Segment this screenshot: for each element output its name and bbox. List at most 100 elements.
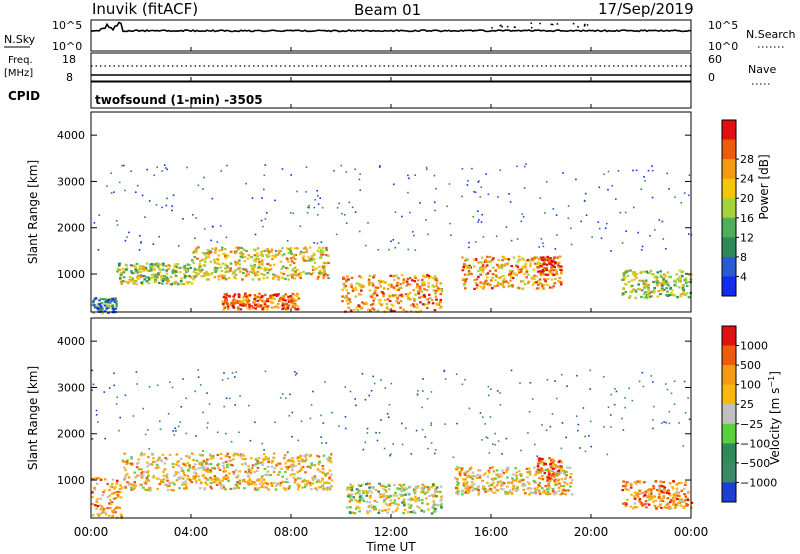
heatmap-cell bbox=[254, 296, 258, 299]
heatmap-cell bbox=[642, 282, 645, 285]
heatmap-cell bbox=[540, 283, 543, 286]
heatmap-cell bbox=[686, 497, 690, 500]
scatter-cell bbox=[136, 383, 138, 385]
heatmap-cell bbox=[558, 482, 561, 485]
heatmap-cell bbox=[399, 306, 402, 309]
heatmap-cell bbox=[681, 500, 685, 504]
heatmap-cell bbox=[434, 507, 437, 510]
heatmap-cell bbox=[257, 487, 261, 490]
heatmap-cell bbox=[375, 500, 379, 504]
heatmap-cell bbox=[248, 305, 251, 308]
heatmap-cell bbox=[297, 456, 300, 459]
heatmap-cell bbox=[140, 468, 143, 471]
heatmap-cell bbox=[196, 257, 199, 260]
heatmap-cell bbox=[535, 281, 538, 284]
heatmap-cell bbox=[276, 306, 280, 309]
heatmap-cell bbox=[222, 305, 226, 308]
scatter-cell bbox=[579, 447, 581, 449]
heatmap-cell bbox=[147, 278, 151, 281]
heatmap-cell bbox=[413, 280, 417, 283]
scatter-cell bbox=[575, 415, 578, 417]
scatter-cell bbox=[194, 390, 196, 393]
heatmap-cell bbox=[321, 250, 325, 253]
heatmap-cell bbox=[193, 463, 197, 466]
heatmap-cell bbox=[149, 489, 152, 492]
heatmap-cell bbox=[293, 294, 296, 297]
heatmap-cell bbox=[561, 492, 564, 495]
power-ylabel: Slant Range [km] bbox=[26, 160, 40, 264]
scatter-cell bbox=[416, 393, 419, 395]
heatmap-cell bbox=[504, 490, 507, 494]
heatmap-cell bbox=[527, 467, 531, 470]
heatmap-cell bbox=[660, 485, 664, 488]
heatmap-cell bbox=[487, 484, 491, 487]
heatmap-cell bbox=[546, 490, 550, 494]
scatter-cell bbox=[560, 373, 563, 376]
heatmap-cell bbox=[155, 463, 159, 466]
scatter-cell bbox=[320, 241, 323, 243]
heatmap-cell bbox=[200, 275, 203, 278]
heatmap-cell bbox=[382, 487, 385, 490]
heatmap-cell bbox=[682, 505, 686, 508]
scatter-cell bbox=[604, 227, 607, 229]
scatter-cell bbox=[123, 164, 125, 167]
heatmap-cell bbox=[555, 269, 558, 272]
scatter-cell bbox=[140, 452, 143, 454]
heatmap-cell bbox=[296, 268, 299, 271]
heatmap-cell bbox=[489, 487, 492, 490]
heatmap-cell bbox=[120, 272, 123, 275]
heatmap-cell bbox=[384, 489, 387, 492]
heatmap-cell bbox=[684, 481, 688, 484]
heatmap-cell bbox=[673, 279, 677, 282]
scatter-cell bbox=[510, 369, 513, 372]
scatter-cell bbox=[665, 421, 667, 424]
scatter-cell bbox=[135, 191, 137, 193]
scatter-cell bbox=[349, 390, 352, 393]
heatmap-cell bbox=[628, 296, 631, 299]
scatter-cell bbox=[641, 245, 644, 248]
heatmap-cell bbox=[246, 297, 249, 300]
heatmap-cell bbox=[265, 248, 268, 252]
heatmap-cell bbox=[640, 502, 644, 505]
scatter-cell bbox=[661, 220, 664, 223]
scatter-cell bbox=[161, 206, 163, 209]
heatmap-cell bbox=[256, 270, 260, 273]
heatmap-cell bbox=[172, 282, 175, 285]
heatmap-cell bbox=[642, 293, 646, 296]
heatmap-cell bbox=[427, 277, 431, 280]
scatter-cell bbox=[450, 234, 452, 236]
heatmap-cell bbox=[322, 269, 326, 272]
heatmap-cell bbox=[368, 486, 371, 489]
heatmap-cell bbox=[298, 484, 301, 487]
heatmap-cell bbox=[674, 284, 678, 287]
heatmap-cell bbox=[216, 262, 219, 265]
heatmap-cell bbox=[262, 478, 266, 481]
heatmap-cell bbox=[114, 497, 118, 500]
heatmap-cell bbox=[264, 473, 267, 476]
scatter-cell bbox=[140, 242, 142, 244]
heatmap-cell bbox=[290, 301, 293, 304]
velocity-ylabel: Slant Range [km] bbox=[26, 366, 40, 470]
heatmap-cell bbox=[108, 502, 111, 505]
heatmap-cell bbox=[555, 272, 559, 275]
heatmap-cell bbox=[469, 476, 472, 479]
heatmap-cell bbox=[202, 465, 205, 468]
heatmap-cell bbox=[103, 310, 107, 313]
heatmap-cell bbox=[198, 462, 201, 466]
heatmap-cell bbox=[170, 283, 173, 286]
heatmap-cell bbox=[187, 477, 191, 480]
scatter-cell bbox=[430, 442, 433, 444]
heatmap-cell bbox=[140, 281, 143, 284]
heatmap-cell bbox=[672, 496, 675, 499]
scatter-cell bbox=[388, 248, 390, 251]
heatmap-cell bbox=[137, 268, 140, 271]
scatter-cell bbox=[591, 236, 593, 238]
scatter-cell bbox=[132, 415, 135, 417]
heatmap-cell bbox=[413, 275, 417, 278]
heatmap-cell bbox=[123, 478, 126, 481]
heatmap-cell bbox=[393, 310, 396, 313]
heatmap-cell bbox=[134, 484, 137, 487]
scatter-cell bbox=[540, 238, 543, 240]
scatter-cell bbox=[637, 231, 639, 234]
